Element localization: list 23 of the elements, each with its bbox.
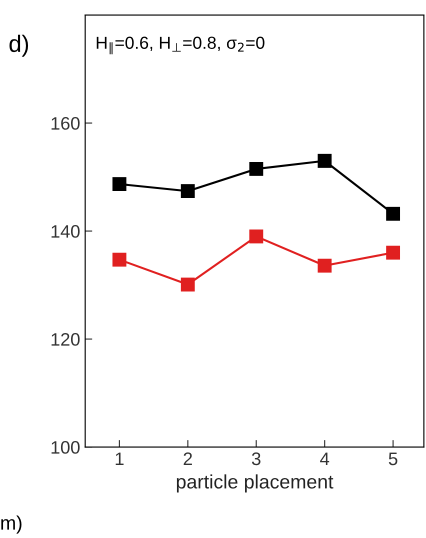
- point: [318, 258, 332, 273]
- text: d): [10, 34, 28, 57]
- point: [318, 154, 332, 168]
- y-tick-label: 140: [52, 225, 80, 238]
- point: [386, 206, 400, 221]
- y-tick-label: 160: [52, 117, 80, 130]
- point: [112, 177, 126, 192]
- x-tick-label: 4: [320, 452, 330, 466]
- y-tick-label: 100: [52, 441, 80, 454]
- x-axis-title: particle placement: [176, 474, 334, 492]
- x-tick-label: 2: [184, 452, 192, 466]
- point: [249, 162, 264, 176]
- point: [180, 278, 195, 292]
- x-tick-label: 5: [388, 452, 398, 466]
- x-tick-label: 1: [116, 452, 124, 466]
- point: [386, 246, 400, 260]
- x-tick-label: 3: [252, 452, 260, 466]
- point: [112, 252, 126, 267]
- text: H$_{∥}$=0.6, H$_{⊥}$=0.8, σ$_{2}$=0: [96, 36, 264, 54]
- point: [180, 184, 195, 198]
- y-tick-label: 120: [52, 333, 80, 346]
- text: m): [1, 515, 22, 534]
- point: [249, 230, 264, 244]
